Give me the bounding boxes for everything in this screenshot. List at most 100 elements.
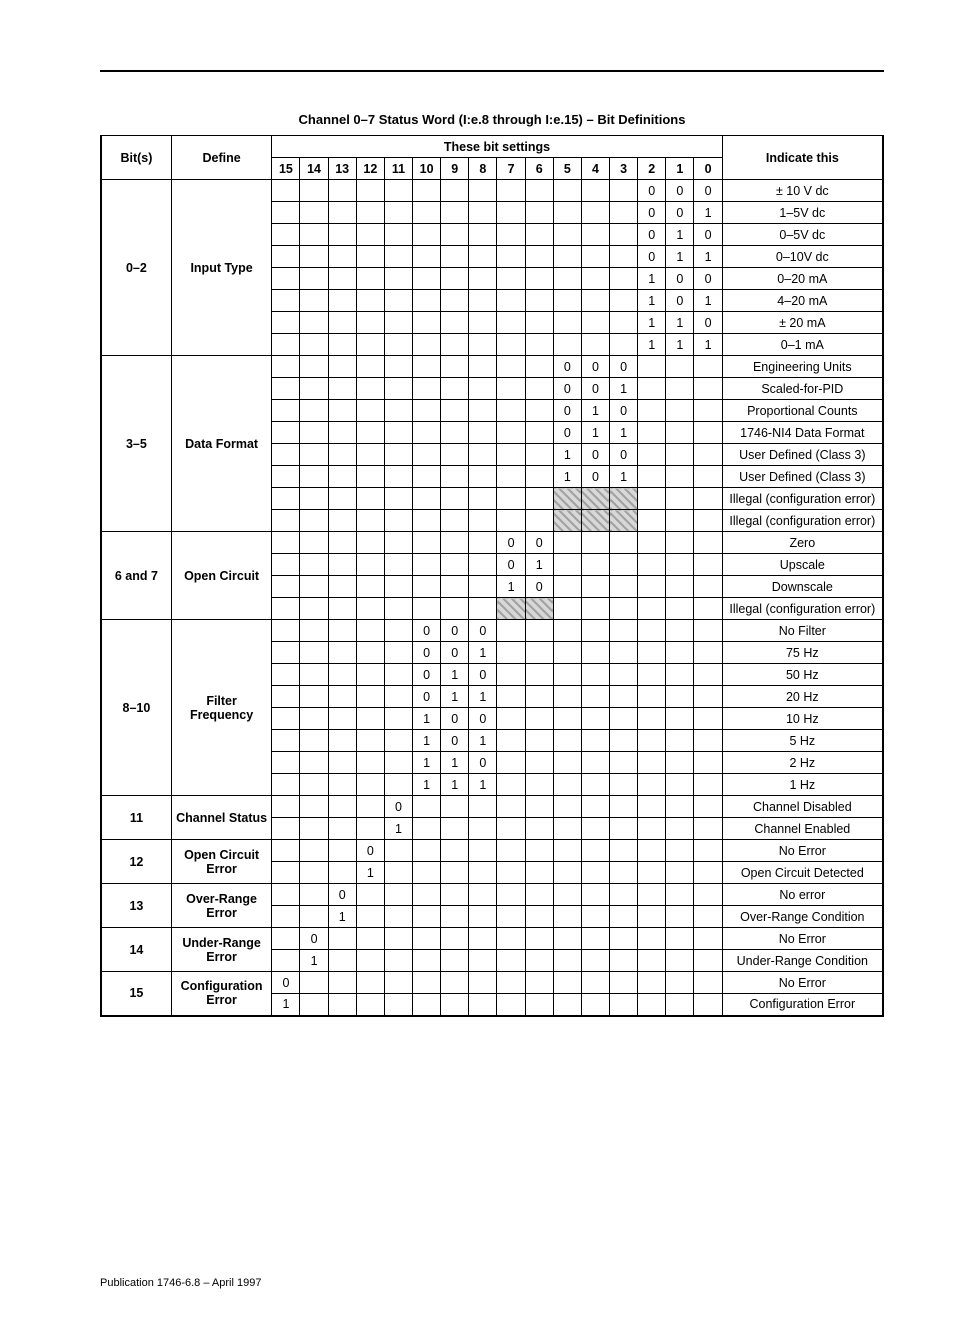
hdr-define: Define <box>171 136 272 180</box>
hdr-b1: 1 <box>666 158 694 180</box>
hdr-b10: 10 <box>413 158 441 180</box>
page: Channel 0–7 Status Word (I:e.8 through I… <box>0 0 954 1329</box>
bit-cell: 1 <box>328 906 356 928</box>
table-row: 6 and 7 Open Circuit 0 0 Zero <box>101 532 883 554</box>
indicate-cell: 0–20 mA <box>722 268 883 290</box>
bits-cell: 6 and 7 <box>101 532 171 620</box>
bit-cell: 0 <box>553 356 581 378</box>
bit-cell: 0 <box>328 884 356 906</box>
define-cell: Filter Frequency <box>171 620 272 796</box>
indicate-cell: 1–5V dc <box>722 202 883 224</box>
hdr-indicate: Indicate this <box>722 136 883 180</box>
hatched-cell <box>610 488 638 510</box>
bit-cell: 0 <box>356 840 384 862</box>
define-cell: Open Circuit <box>171 532 272 620</box>
indicate-cell: No Error <box>722 928 883 950</box>
bit-cell: 1 <box>300 950 328 972</box>
table-row: 15 Configuration Error 0 No Error <box>101 972 883 994</box>
hatched-cell <box>553 510 581 532</box>
indicate-cell: 0–5V dc <box>722 224 883 246</box>
indicate-cell: 2 Hz <box>722 752 883 774</box>
bit-cell: 0 <box>581 356 609 378</box>
bit-cell: 1 <box>553 444 581 466</box>
bit-cell: 1 <box>638 290 666 312</box>
bit-cell: 1 <box>638 268 666 290</box>
bit-cell: 0 <box>272 972 300 994</box>
bit-cell: 0 <box>413 686 441 708</box>
bit-cell: 0 <box>581 378 609 400</box>
bit-cell: 0 <box>553 422 581 444</box>
hdr-b7: 7 <box>497 158 525 180</box>
bit-cell: 0 <box>469 708 497 730</box>
define-cell: Data Format <box>171 356 272 532</box>
bit-cell: 1 <box>666 224 694 246</box>
bits-cell: 0–2 <box>101 180 171 356</box>
bit-cell: 0 <box>441 730 469 752</box>
bit-cell: 1 <box>356 862 384 884</box>
bit-cell: 0 <box>666 268 694 290</box>
table-row: 0–2 Input Type 0 0 0 ± 10 V dc <box>101 180 883 202</box>
indicate-cell: Over-Range Condition <box>722 906 883 928</box>
indicate-cell: ± 10 V dc <box>722 180 883 202</box>
define-cell: Over-Range Error <box>171 884 272 928</box>
bit-cell: 1 <box>581 400 609 422</box>
bit-cell: 0 <box>694 312 722 334</box>
table-title: Channel 0–7 Status Word (I:e.8 through I… <box>100 112 884 127</box>
bit-cell: 0 <box>553 400 581 422</box>
indicate-cell: Illegal (configuration error) <box>722 510 883 532</box>
indicate-cell: Illegal (configuration error) <box>722 488 883 510</box>
table-row: 12 Open Circuit Error 0 No Error <box>101 840 883 862</box>
bit-cell: 1 <box>469 642 497 664</box>
bit-cell: 0 <box>581 444 609 466</box>
bit-cell: 1 <box>413 774 441 796</box>
bit-cell: 1 <box>469 686 497 708</box>
bit-cell: 1 <box>610 466 638 488</box>
indicate-cell: 75 Hz <box>722 642 883 664</box>
bit-cell: 0 <box>497 532 525 554</box>
hatched-cell <box>497 598 525 620</box>
bit-cell: 1 <box>666 334 694 356</box>
bit-cell: 0 <box>525 532 553 554</box>
indicate-cell: Under-Range Condition <box>722 950 883 972</box>
indicate-cell: No Filter <box>722 620 883 642</box>
bit-cell: 0 <box>413 620 441 642</box>
bit-cell: 1 <box>610 422 638 444</box>
hatched-cell <box>610 510 638 532</box>
define-cell: Channel Status <box>171 796 272 840</box>
hdr-b11: 11 <box>384 158 412 180</box>
indicate-cell: Configuration Error <box>722 994 883 1016</box>
indicate-cell: User Defined (Class 3) <box>722 444 883 466</box>
table-row: 13 Over-Range Error 0 No error <box>101 884 883 906</box>
hdr-b13: 13 <box>328 158 356 180</box>
indicate-cell: ± 20 mA <box>722 312 883 334</box>
bit-cell: 0 <box>441 642 469 664</box>
bit-cell: 0 <box>441 708 469 730</box>
bits-cell: 3–5 <box>101 356 171 532</box>
bit-cell: 0 <box>694 180 722 202</box>
bit-cell: 1 <box>553 466 581 488</box>
bit-cell: 1 <box>694 290 722 312</box>
bit-cell: 1 <box>694 202 722 224</box>
indicate-cell: 4–20 mA <box>722 290 883 312</box>
bit-cell: 1 <box>441 752 469 774</box>
bit-cell: 0 <box>413 642 441 664</box>
indicate-cell: Proportional Counts <box>722 400 883 422</box>
indicate-cell: Engineering Units <box>722 356 883 378</box>
hatched-cell <box>581 510 609 532</box>
bit-cell: 1 <box>666 312 694 334</box>
define-cell: Configuration Error <box>171 972 272 1016</box>
hdr-b0: 0 <box>694 158 722 180</box>
table-row: 3–5 Data Format 0 0 0 Engineering Units <box>101 356 883 378</box>
bit-cell: 0 <box>469 620 497 642</box>
table-row: 8–10 Filter Frequency 0 0 0 No Filter <box>101 620 883 642</box>
bit-cell: 0 <box>610 356 638 378</box>
hdr-b6: 6 <box>525 158 553 180</box>
bit-cell: 0 <box>638 246 666 268</box>
bit-cell: 0 <box>469 752 497 774</box>
bit-cell: 0 <box>581 466 609 488</box>
bit-cell: 0 <box>610 400 638 422</box>
indicate-cell: 1746-NI4 Data Format <box>722 422 883 444</box>
bit-cell: 1 <box>497 576 525 598</box>
bit-cell: 1 <box>413 730 441 752</box>
indicate-cell: Channel Disabled <box>722 796 883 818</box>
